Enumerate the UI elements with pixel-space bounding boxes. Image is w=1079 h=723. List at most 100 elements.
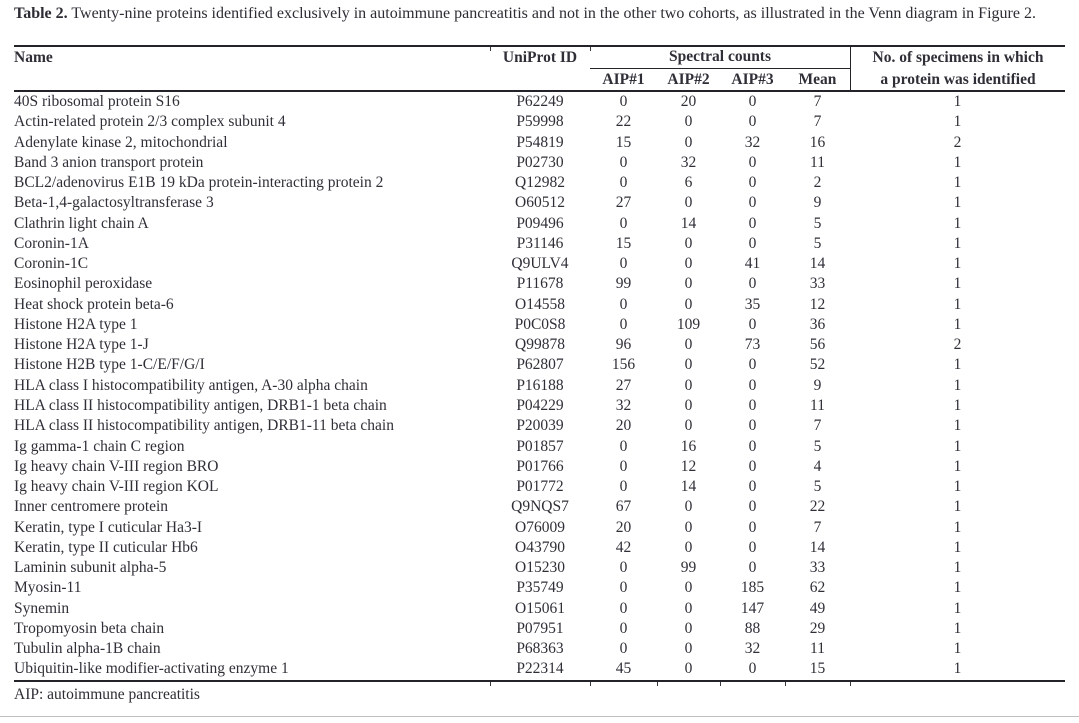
cell-aip1-count: 22 — [615, 113, 632, 131]
cell-uniprot-id: P68363 — [516, 640, 564, 658]
cell-mean-count: 7 — [813, 93, 822, 110]
cell-specimen-count: 1 — [953, 275, 962, 293]
cell-specimen-count: 1 — [953, 599, 962, 617]
caption-label: Table 2. — [14, 5, 68, 22]
cell-uniprot-id: O76009 — [515, 518, 565, 536]
cell-aip2-count: 0 — [684, 255, 693, 273]
cell-aip2-count: 0 — [684, 396, 693, 414]
cell-specimen-count: 1 — [953, 113, 962, 131]
cell-protein-name: Laminin subunit alpha-5 — [14, 559, 167, 577]
cell-uniprot-id: O60512 — [515, 194, 565, 212]
cell-aip3-count: 0 — [748, 376, 757, 394]
cell-aip3-count: 185 — [740, 579, 765, 597]
cell-aip1-count: 0 — [619, 478, 628, 496]
footer-column-tick — [490, 682, 491, 686]
table-row: Keratin, type II cuticular Hb6 O43790 42 0 0… — [14, 538, 1065, 558]
cell-aip3-count: 0 — [748, 417, 757, 435]
cell-aip3-count: 0 — [748, 538, 757, 556]
cell-mean-count: 14 — [809, 255, 826, 273]
cell-protein-name: Ig heavy chain V-III region BRO — [14, 457, 219, 475]
cell-aip3-count: 0 — [748, 194, 757, 212]
table-row: Ig heavy chain V-III region BRO P01766 0 12… — [14, 457, 1065, 477]
cell-aip2-count: 0 — [684, 356, 693, 374]
cell-aip3-count: 0 — [748, 437, 757, 455]
cell-specimen-count: 1 — [953, 478, 962, 496]
cell-uniprot-id: P07951 — [516, 619, 564, 637]
cell-aip2-count: 0 — [684, 275, 693, 293]
cell-specimen-count: 1 — [953, 579, 962, 597]
column-header-aip2: AIP#2 — [667, 71, 710, 88]
table-row: Myosin-11 P35749 0 0 185 62 1 — [14, 578, 1065, 598]
cell-protein-name: Actin-related protein 2/3 complex subuni… — [14, 113, 286, 131]
cell-protein-name: Coronin-1C — [14, 255, 89, 273]
table-row: Clathrin light chain A P09496 0 14 0 5 1 — [14, 214, 1065, 234]
cell-aip3-count: 0 — [748, 518, 757, 536]
cell-aip1-count: 0 — [619, 457, 628, 475]
cell-mean-count: 56 — [809, 336, 826, 354]
cell-protein-name: Keratin, type I cuticular Ha3-I — [14, 518, 203, 536]
cell-aip3-count: 147 — [740, 599, 765, 617]
cell-specimen-count: 1 — [953, 356, 962, 374]
cell-mean-count: 22 — [809, 498, 826, 516]
cell-aip1-count: 27 — [615, 376, 632, 394]
footer-column-tick — [850, 682, 851, 686]
cell-aip3-count: 35 — [744, 295, 761, 313]
column-header-uniprot-id: UniProt ID — [502, 49, 578, 66]
table-footnote: AIP: autoimmune pancreatitis — [14, 686, 200, 703]
cell-mean-count: 5 — [813, 437, 822, 455]
cell-aip3-count: 32 — [744, 133, 761, 151]
cell-specimen-count: 1 — [953, 640, 962, 658]
cell-protein-name: Histone H2A type 1-J — [14, 336, 149, 354]
cell-uniprot-id: P02730 — [516, 153, 564, 171]
cell-aip1-count: 0 — [619, 174, 628, 192]
cell-aip3-count: 0 — [748, 214, 757, 232]
cell-uniprot-id: P01857 — [516, 437, 564, 455]
table-body: 40S ribosomal protein S16 P62249 0 20 0 7 1 Act… — [14, 92, 1065, 680]
cell-aip2-count: 6 — [684, 174, 693, 192]
cell-protein-name: 40S ribosomal protein S16 — [14, 93, 180, 110]
cell-specimen-count: 1 — [953, 619, 962, 637]
cell-aip1-count: 32 — [615, 396, 632, 414]
cell-uniprot-id: P01772 — [516, 478, 564, 496]
cell-uniprot-id: Q99878 — [515, 336, 565, 354]
cell-aip2-count: 14 — [680, 214, 697, 232]
cell-aip1-count: 0 — [619, 599, 628, 617]
cell-protein-name: Histone H2B type 1-C/E/F/G/I — [14, 356, 205, 374]
table-row: 40S ribosomal protein S16 P62249 0 20 0 7 1 — [14, 92, 1065, 112]
column-header-specimens-line1: No. of specimens in which — [850, 47, 1065, 69]
cell-protein-name: HLA class II histocompatibility antigen,… — [14, 417, 394, 435]
table-row: Laminin subunit alpha-5 O15230 0 99 0 33 1 — [14, 558, 1065, 578]
cell-specimen-count: 1 — [953, 417, 962, 435]
cell-mean-count: 62 — [809, 579, 826, 597]
cell-aip1-count: 27 — [615, 194, 632, 212]
cell-aip3-count: 0 — [748, 275, 757, 293]
table-row: Eosinophil peroxidase P11678 99 0 0 33 1 — [14, 274, 1065, 294]
table-row: Inner centromere protein Q9NQS7 67 0 0 22 1 — [14, 497, 1065, 517]
cell-aip1-count: 0 — [619, 153, 628, 171]
cell-protein-name: Clathrin light chain A — [14, 214, 149, 232]
cell-aip1-count: 99 — [615, 275, 632, 293]
cell-aip2-count: 0 — [684, 579, 693, 597]
table-row: Histone H2A type 1-J Q99878 96 0 73 56 2 — [14, 335, 1065, 355]
cell-protein-name: Tropomyosin beta chain — [14, 619, 165, 637]
cell-specimen-count: 1 — [953, 214, 962, 232]
cell-uniprot-id: Q9ULV4 — [511, 255, 569, 273]
cell-aip1-count: 67 — [615, 498, 632, 516]
table-row: Ig heavy chain V-III region KOL P01772 0 14… — [14, 477, 1065, 497]
cell-aip3-count: 0 — [748, 153, 757, 171]
cell-aip2-count: 0 — [684, 417, 693, 435]
cell-specimen-count: 1 — [953, 376, 962, 394]
cell-specimen-count: 1 — [953, 174, 962, 192]
cell-mean-count: 29 — [809, 619, 826, 637]
cell-mean-count: 12 — [809, 295, 826, 313]
cell-uniprot-id: Q9NQS7 — [511, 498, 569, 516]
cell-specimen-count: 1 — [953, 255, 962, 273]
cell-aip3-count: 0 — [748, 93, 757, 110]
cell-aip3-count: 88 — [744, 619, 761, 637]
cell-aip2-count: 0 — [684, 234, 693, 252]
cell-uniprot-id: O15230 — [515, 559, 565, 577]
cell-specimen-count: 1 — [953, 295, 962, 313]
cell-aip3-count: 0 — [748, 113, 757, 131]
cell-aip1-count: 15 — [615, 234, 632, 252]
